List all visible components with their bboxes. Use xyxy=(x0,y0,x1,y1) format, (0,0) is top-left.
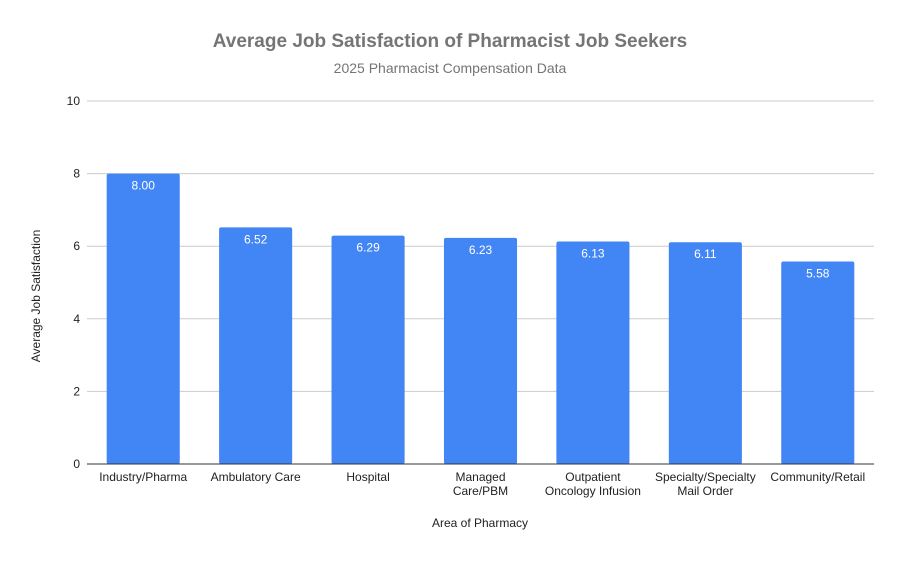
x-tick-label: Outpatient Oncology Infusion xyxy=(545,470,641,498)
x-tick-label: Ambulatory Care xyxy=(211,470,301,484)
bar-value-label: 6.13 xyxy=(581,246,605,260)
bar xyxy=(443,237,518,464)
x-tick-label: Managed Care/PBM xyxy=(453,470,508,498)
x-tick-label-line: Community/Retail xyxy=(770,470,865,484)
y-tick-label: 10 xyxy=(67,94,81,108)
x-tick-label-line: Care/PBM xyxy=(453,484,508,498)
bar xyxy=(331,235,405,464)
bar-value-label: 6.52 xyxy=(244,232,268,246)
bar-value-label: 6.11 xyxy=(694,247,717,261)
x-tick-label-line: Mail Order xyxy=(677,484,733,498)
x-tick-label-line: Outpatient xyxy=(565,470,621,484)
x-tick-label: Specialty/Specialty Mail Order xyxy=(655,470,756,498)
bar xyxy=(668,242,742,464)
x-axis-label: Area of Pharmacy xyxy=(432,516,528,530)
chart-title: Average Job Satisfaction of Pharmacist J… xyxy=(213,31,687,52)
bar-value-label: 6.23 xyxy=(469,243,493,257)
bar xyxy=(219,227,293,464)
bar xyxy=(781,261,855,464)
x-tick-label-line: Managed xyxy=(455,470,505,484)
chart-subtitle: 2025 Pharmacist Compensation Data xyxy=(334,60,567,76)
bar xyxy=(106,173,180,464)
y-tick-label: 2 xyxy=(73,384,80,398)
data-labels: 8.00 6.52 6.29 6.23 6.13 6.11 5.58 xyxy=(132,179,830,281)
y-axis-label: Average Job Satisfaction xyxy=(29,230,43,363)
y-tick-label: 8 xyxy=(73,167,80,181)
x-tick-label-line: Industry/Pharma xyxy=(99,470,187,484)
y-tick-label: 4 xyxy=(73,312,80,326)
bar xyxy=(556,241,630,464)
x-tick-label: Community/Retail xyxy=(770,470,865,484)
y-tick-label: 0 xyxy=(73,457,80,471)
x-tick-label-line: Oncology Infusion xyxy=(545,484,641,498)
x-tick-label-line: Ambulatory Care xyxy=(211,470,301,484)
x-tick-label-line: Specialty/Specialty xyxy=(655,470,756,484)
bars xyxy=(106,173,855,464)
bar-value-label: 6.29 xyxy=(356,241,380,255)
y-tick-label: 6 xyxy=(73,239,80,253)
x-tick-label-line: Hospital xyxy=(346,470,389,484)
x-tick-label: Industry/Pharma xyxy=(99,470,187,484)
y-axis-ticks: 0 2 4 6 8 10 xyxy=(67,94,81,471)
x-tick-label: Hospital xyxy=(346,470,389,484)
bar-value-label: 5.58 xyxy=(806,266,830,280)
x-axis-categories: Industry/Pharma Ambulatory Care Hospital Ma… xyxy=(99,470,865,498)
bar-value-label: 8.00 xyxy=(132,179,156,193)
